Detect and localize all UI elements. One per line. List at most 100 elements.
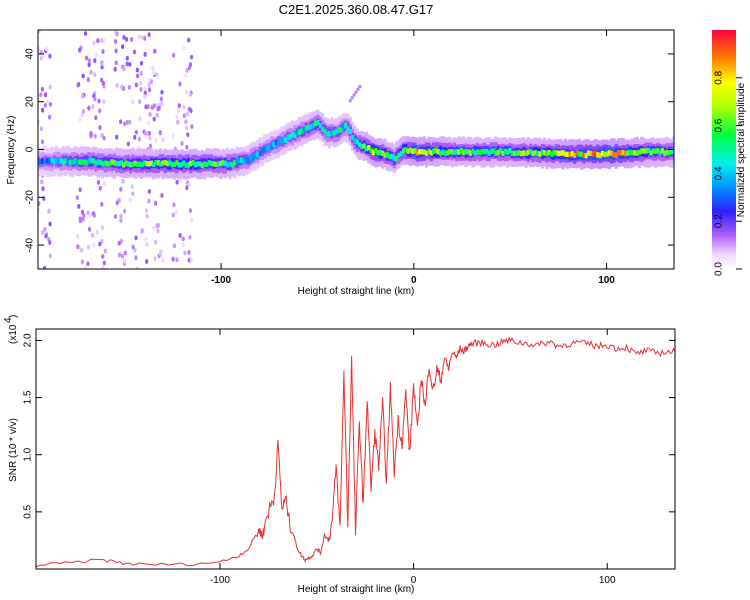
heatmap-noise-cell bbox=[157, 105, 161, 111]
heatmap-ridge-cell bbox=[284, 137, 288, 143]
heatmap-ridge-cell bbox=[573, 152, 577, 158]
heatmap-noise-cell bbox=[182, 113, 186, 119]
heatmap-ridge-cell bbox=[170, 162, 174, 168]
heatmap-noise-cell bbox=[182, 105, 186, 110]
heatmap-ridge-cell bbox=[552, 150, 556, 156]
snr-y-scale-exponent: 4 bbox=[3, 317, 14, 323]
heatmap-ridge-cell bbox=[434, 147, 438, 154]
heatmap-ridge-cell bbox=[487, 150, 491, 156]
colorbar-scale bbox=[712, 30, 736, 269]
heatmap-ridge-cell bbox=[499, 148, 503, 154]
heatmap-ridge-cell bbox=[327, 131, 332, 137]
heatmap-noise-cell bbox=[184, 119, 188, 125]
heatmap-noise-cell bbox=[117, 197, 121, 203]
heatmap-noise-cell bbox=[101, 61, 105, 67]
heatmap-noise-cell bbox=[96, 38, 100, 44]
heatmap-ridge-cell bbox=[251, 155, 255, 161]
heatmap-noise-cell bbox=[159, 96, 163, 102]
heatmap-ridge-cell bbox=[344, 122, 348, 128]
heatmap-noise-cell bbox=[188, 235, 192, 240]
heatmap-noise-cell bbox=[136, 73, 140, 79]
heatmap-ridge-cell bbox=[395, 155, 399, 162]
heatmap-noise-cell bbox=[76, 234, 80, 239]
heatmap-ridge-cell bbox=[230, 162, 234, 168]
snr-panel: -100 0 100 0.5 1.0 1.5 2.0 Height of straight … bbox=[3, 315, 676, 595]
heatmap-noise-cell bbox=[143, 131, 147, 136]
heatmap-ridge-cell bbox=[103, 160, 107, 166]
heatmap-ridge-cell bbox=[126, 161, 130, 167]
heatmap-ridge-cell bbox=[52, 158, 56, 165]
heatmap-noise-cell bbox=[40, 230, 45, 235]
heatmap-noise-cell bbox=[88, 212, 92, 218]
heatmap-ridge-cell bbox=[529, 148, 533, 155]
heatmap-ridge-cell bbox=[512, 150, 517, 157]
heatmap-noise-cell bbox=[177, 103, 181, 109]
heatmap-noise-cell bbox=[147, 77, 151, 83]
heatmap-ridge-cell bbox=[374, 148, 378, 154]
heatmap-ridge-cell bbox=[219, 160, 223, 167]
heatmap-noise-cell bbox=[48, 102, 53, 107]
heatmap-noise-cell bbox=[143, 86, 147, 91]
heatmap-ridge-cell bbox=[614, 152, 618, 158]
heatmap-noise-cell bbox=[101, 80, 105, 86]
heatmap-ridge-cell bbox=[556, 150, 561, 157]
heatmap-noise-cell bbox=[184, 89, 188, 95]
heatmap-ridge-cell bbox=[119, 160, 123, 166]
heatmap-noise-cell bbox=[160, 89, 164, 95]
heatmap-ridge-cell bbox=[265, 145, 269, 151]
heatmap-noise-cell bbox=[133, 247, 137, 253]
heatmap-noise-cell bbox=[123, 121, 127, 127]
heatmap-noise-cell bbox=[131, 191, 135, 197]
heatmap-ridge-cell bbox=[406, 148, 410, 154]
heatmap-ridge-cell bbox=[508, 147, 512, 154]
heatmap-noise-cell bbox=[145, 242, 149, 248]
heatmap-noise-cell bbox=[87, 58, 91, 63]
heatmap-noise-cell bbox=[80, 93, 84, 99]
heatmap-ridge-cell bbox=[482, 148, 487, 155]
heatmap-noise-cell bbox=[130, 37, 134, 42]
heatmap-noise-cell bbox=[171, 132, 175, 138]
heatmap-noise-cell bbox=[101, 266, 105, 269]
heatmap-ridge-cell bbox=[496, 150, 500, 156]
heatmap-ridge-cell bbox=[670, 148, 674, 154]
heatmap-noise-cell bbox=[43, 265, 47, 269]
heatmap-ridge-cell bbox=[642, 148, 646, 154]
heatmap-ridge-cell bbox=[399, 151, 403, 157]
heatmap-ridge-cell bbox=[598, 152, 602, 159]
heatmap-ridge-cell bbox=[117, 161, 121, 167]
heatmap-ridge-cell bbox=[159, 161, 163, 167]
heatmap-ridge-cell bbox=[168, 160, 172, 166]
heatmap-noise-cell bbox=[39, 126, 44, 132]
heatmap-noise-cell bbox=[43, 103, 47, 108]
spectrogram-panel: -100 0 100 -40 -20 0 20 40 Height of straight l… bbox=[6, 29, 675, 297]
heatmap-noise-cell bbox=[128, 197, 132, 203]
heatmap-ridge-cell bbox=[589, 150, 593, 157]
heatmap-ridge-cell bbox=[559, 150, 563, 156]
heatmap-noise-cell bbox=[182, 45, 186, 50]
heatmap-ridge-cell bbox=[549, 151, 554, 157]
heatmap-ridge-cell bbox=[667, 149, 672, 155]
heatmap-ridge-cell bbox=[510, 150, 514, 156]
heatmap-noise-cell bbox=[161, 257, 165, 263]
heatmap-ridge-cell bbox=[563, 151, 567, 157]
heatmap-noise-cell bbox=[156, 228, 160, 234]
heatmap-noise-cell bbox=[39, 92, 43, 98]
heatmap-ridge-cell bbox=[633, 150, 637, 156]
heatmap-noise-cell bbox=[178, 81, 182, 87]
heatmap-noise-cell bbox=[119, 218, 123, 223]
heatmap-noise-cell bbox=[100, 38, 104, 43]
heatmap-noise-cell bbox=[103, 248, 107, 254]
heatmap-ridge-cell bbox=[212, 161, 216, 167]
heatmap-noise-cell bbox=[41, 107, 45, 113]
snr-x-label: Height of straight line (km) bbox=[298, 584, 415, 595]
heatmap-ridge-cell bbox=[112, 159, 116, 166]
heatmap-ridge-cell bbox=[260, 147, 264, 154]
heatmap-ridge-cell bbox=[94, 160, 98, 166]
heatmap-ridge-cell bbox=[543, 150, 547, 156]
heatmap-ridge-cell bbox=[644, 148, 648, 154]
heatmap-ridge-cell bbox=[133, 160, 137, 167]
heatmap-ridge-cell bbox=[540, 149, 544, 155]
heatmap-noise-cell bbox=[135, 67, 139, 73]
heatmap-noise-cell bbox=[125, 119, 129, 125]
heatmap-ridge-cell bbox=[198, 161, 202, 167]
